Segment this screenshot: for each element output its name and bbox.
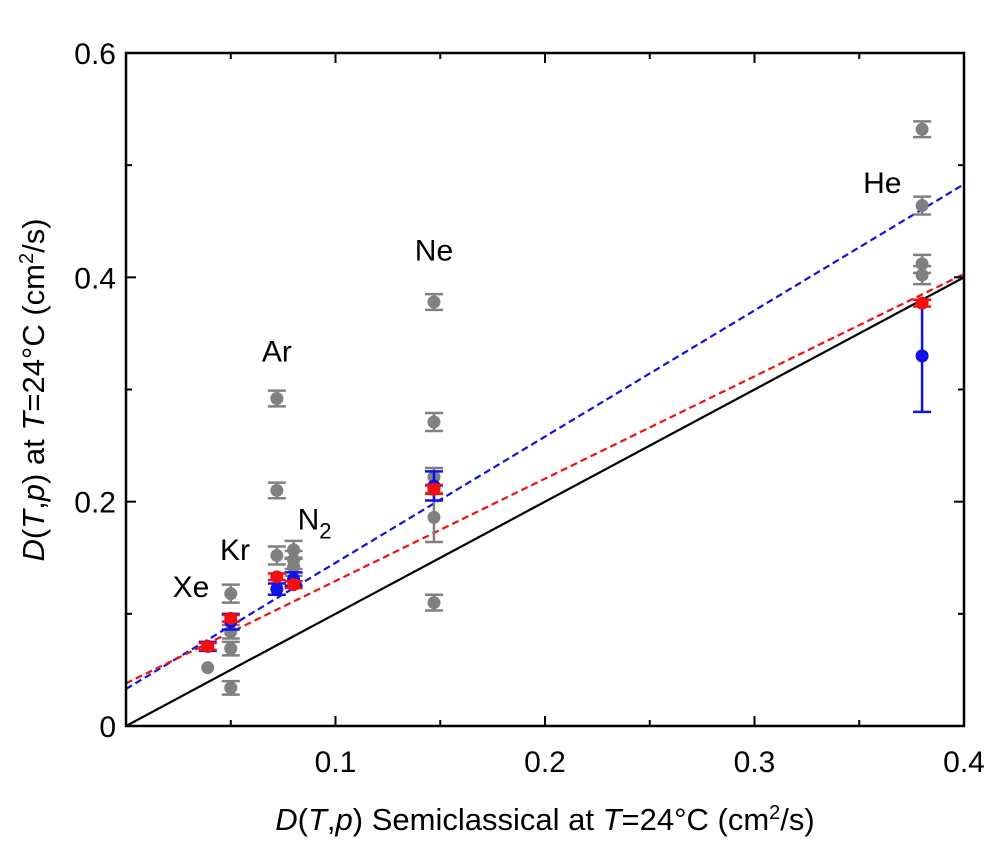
data-point bbox=[267, 582, 286, 597]
data-point bbox=[284, 556, 303, 577]
point-marker bbox=[915, 349, 929, 363]
x-tick-label: 0.2 bbox=[524, 746, 566, 779]
dashed-fit-line-2 bbox=[126, 272, 964, 685]
point-marker bbox=[287, 578, 301, 592]
data-point bbox=[913, 298, 932, 414]
data-point bbox=[267, 545, 286, 566]
data-point bbox=[913, 195, 932, 216]
data-point bbox=[198, 639, 217, 653]
y-tick-label: 0.6 bbox=[74, 38, 116, 71]
point-marker bbox=[915, 122, 929, 136]
x-tick-label: 0.3 bbox=[734, 746, 776, 779]
point-marker bbox=[915, 199, 929, 213]
point-marker bbox=[224, 587, 238, 601]
x-tick-label: 0.1 bbox=[315, 746, 357, 779]
point-marker bbox=[270, 549, 284, 563]
y-tick-label: 0.2 bbox=[74, 487, 116, 520]
plot-frame bbox=[124, 51, 966, 728]
gas-label: N2 bbox=[298, 504, 332, 544]
data-point bbox=[201, 661, 215, 675]
gas-label: Kr bbox=[220, 534, 250, 567]
point-marker bbox=[224, 681, 238, 695]
data-point bbox=[221, 583, 240, 604]
point-marker bbox=[270, 391, 284, 405]
data-point bbox=[913, 296, 932, 310]
data-point bbox=[267, 570, 286, 584]
point-marker bbox=[224, 642, 238, 656]
data-point bbox=[424, 292, 443, 312]
plot-area bbox=[126, 120, 964, 726]
point-marker bbox=[427, 596, 441, 610]
data-point bbox=[913, 120, 932, 139]
point-marker bbox=[270, 570, 284, 584]
series-0 bbox=[201, 120, 932, 696]
point-marker bbox=[201, 639, 215, 653]
x-axis-label: D(T,p) Semiclassical at T=24°C (cm2/s) bbox=[275, 802, 814, 837]
data-point bbox=[284, 578, 303, 592]
data-point bbox=[267, 389, 286, 408]
y-tick-label: 0.4 bbox=[74, 262, 116, 295]
x-tick-label: 0.4 bbox=[943, 746, 985, 779]
data-point bbox=[221, 611, 240, 625]
data-point bbox=[424, 482, 443, 496]
gas-label: Ne bbox=[415, 235, 453, 268]
dashed-fit-line-1 bbox=[126, 183, 964, 690]
series-2 bbox=[198, 296, 932, 653]
y-axis-label: D(T,p) at T=24°C (cm2/s) bbox=[16, 218, 51, 561]
point-marker bbox=[270, 483, 284, 497]
point-marker bbox=[287, 560, 301, 574]
data-point bbox=[424, 593, 443, 612]
gas-label: Xe bbox=[173, 571, 210, 604]
data-point bbox=[221, 640, 240, 657]
point-marker bbox=[427, 415, 441, 429]
point-marker bbox=[427, 482, 441, 496]
gas-label: Ar bbox=[262, 335, 292, 368]
gas-label: He bbox=[863, 167, 901, 200]
gas-labels: Xe Kr Ar N2 Ne He bbox=[173, 167, 902, 604]
point-marker bbox=[270, 582, 284, 596]
point-marker bbox=[915, 268, 929, 282]
data-point bbox=[424, 411, 443, 433]
reference-lines bbox=[126, 183, 964, 726]
axis-ticks: 0.1 0.2 0.3 0.4 0 0.2 0.4 0.6 bbox=[74, 38, 985, 779]
point-marker bbox=[427, 510, 441, 524]
data-point bbox=[267, 481, 286, 500]
point-marker bbox=[427, 295, 441, 309]
point-marker bbox=[224, 611, 238, 625]
data-point bbox=[221, 679, 240, 696]
data-point bbox=[913, 264, 932, 286]
point-marker bbox=[201, 661, 215, 675]
identity-line bbox=[126, 276, 964, 726]
y-tick-label: 0 bbox=[99, 711, 116, 744]
point-marker bbox=[915, 296, 929, 310]
